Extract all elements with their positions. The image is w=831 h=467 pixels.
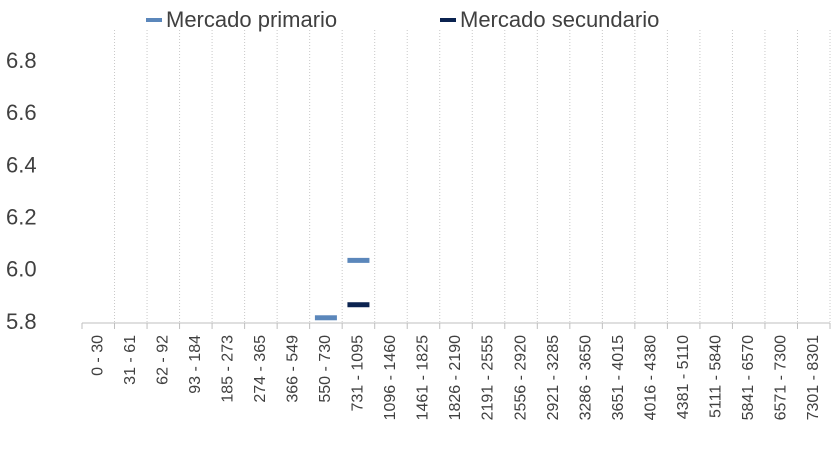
x-tick-label: 7301 - 8301	[805, 335, 822, 421]
y-tick-label: 6.0	[6, 257, 37, 282]
x-tick-label: 274 - 365	[252, 335, 269, 403]
x-tick-label: 185 - 273	[220, 335, 237, 403]
y-tick-label: 5.8	[6, 309, 37, 334]
x-tick-label: 93 - 184	[187, 335, 204, 394]
x-tick-label: 4016 - 4380	[642, 335, 659, 421]
x-tick-label: 1096 - 1460	[382, 335, 399, 421]
legend-swatch	[146, 18, 162, 22]
x-tick-label: 1461 - 1825	[415, 335, 432, 421]
x-tick-label: 4381 - 5110	[675, 335, 692, 419]
x-tick-label: 1826 - 2190	[447, 335, 464, 421]
x-tick-label: 550 - 730	[317, 335, 334, 403]
x-tick-label: 0 - 30	[89, 335, 106, 376]
x-tick-label: 5111 - 5840	[707, 335, 724, 418]
x-tick-label: 62 - 92	[155, 335, 172, 385]
x-tick-label: 3286 - 3650	[577, 335, 594, 421]
marker	[347, 257, 370, 263]
y-tick-label: 6.4	[6, 152, 37, 177]
marker	[347, 302, 370, 308]
x-tick-label: 5841 - 6570	[740, 335, 757, 421]
x-tick-label: 2921 - 3285	[545, 335, 562, 421]
x-tick-label: 366 - 549	[285, 335, 302, 403]
x-tick-label: 3651 - 4015	[610, 335, 627, 421]
y-tick-label: 6.8	[6, 48, 37, 73]
x-tick-label: 731 - 1095	[350, 335, 367, 412]
marker	[314, 315, 337, 321]
legend-swatch	[440, 18, 456, 22]
x-tick-label: 2556 - 2920	[512, 335, 529, 421]
y-tick-label: 6.2	[6, 204, 37, 229]
legend-label: Mercado secundario	[460, 7, 659, 32]
x-tick-label: 6571 - 7300	[772, 335, 789, 421]
legend-label: Mercado primario	[166, 7, 337, 32]
x-tick-label: 31 - 61	[122, 335, 139, 385]
x-tick-label: 2191 - 2555	[480, 335, 497, 421]
y-tick-label: 6.6	[6, 100, 37, 125]
